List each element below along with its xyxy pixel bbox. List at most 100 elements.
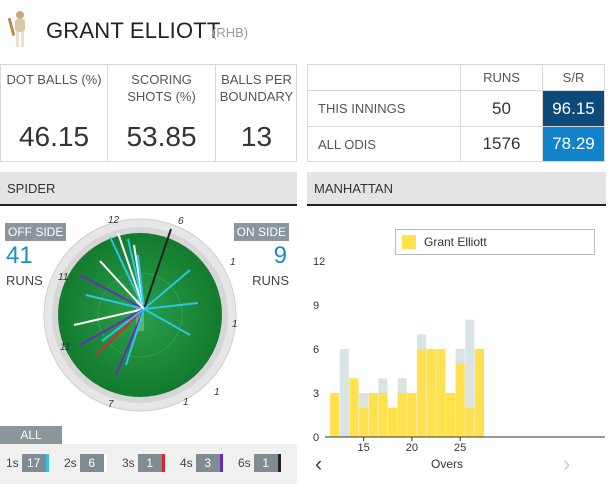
bar-grant-elliott (397, 393, 407, 437)
shot-6s (143, 228, 172, 310)
y-tick-label: 12 (313, 256, 325, 268)
filter-6s[interactable]: 6s 1 (238, 454, 281, 472)
chart-legend: Grant Elliott (395, 229, 595, 255)
filter-label: 6s (238, 456, 251, 470)
x-tick-label: 15 (357, 442, 369, 453)
table-row: THIS INNINGS 50 96.15 (308, 91, 604, 127)
pitch (136, 299, 144, 331)
bar-grant-elliott (378, 393, 388, 437)
stat-value: 46.15 (18, 121, 90, 152)
shot-2s (73, 308, 145, 326)
batsman-icon (8, 11, 25, 47)
shot-2s (99, 260, 145, 310)
filter-1s[interactable]: 1s 17 (6, 454, 49, 472)
shot-1s (101, 308, 145, 342)
clock-label: 12 (108, 215, 120, 226)
bar-secondary (465, 319, 475, 437)
shot-1s (143, 308, 191, 336)
all-shots-button[interactable]: ALL (0, 426, 62, 444)
stat-balls-per-boundary: BALLS PER BOUNDARY 13 (216, 65, 297, 161)
x-axis-label: Overs (431, 457, 464, 471)
y-tick-label: 3 (313, 388, 319, 400)
x-tick-label: 25 (454, 442, 466, 453)
y-tick-label: 6 (313, 344, 319, 356)
shot-1s (109, 236, 145, 310)
runs-sr-table: RUNS S/R THIS INNINGS 50 96.15 ALL ODIS … (307, 64, 605, 162)
bar-grant-elliott (436, 349, 446, 437)
shot-1s (137, 254, 145, 310)
stat-dot-balls: DOT BALLS (%) 46.15 (1, 65, 108, 161)
manhattan-chart: 0 3 6 9 12 15 20 25 (313, 256, 605, 453)
stat-value: 13 (240, 121, 273, 152)
spider-panel-title: SPIDER (0, 172, 297, 206)
bar-grant-elliott (359, 407, 369, 437)
batting-hand: (RHB) (212, 25, 249, 40)
shot-1s (85, 294, 145, 310)
manhattan-panel: Grant Elliott 0 3 6 9 12 15 20 25 ‹ › Overs (307, 205, 610, 483)
off-side-tag: OFF SIDE (5, 223, 67, 241)
table-header-row: RUNS S/R (308, 65, 604, 91)
stat-label: SCORING SHOTS (%) (127, 72, 196, 104)
y-tick-label: 9 (313, 300, 319, 312)
clock-label: 1 (183, 397, 189, 408)
bar-grant-elliott (416, 349, 427, 437)
shot-2s (117, 232, 145, 310)
stat-value: 53.85 (126, 121, 197, 152)
y-tick-label: 0 (313, 432, 319, 444)
clock-label: 1 (232, 319, 238, 330)
on-side-tag: ON SIDE (233, 223, 289, 241)
player-header: GRANT ELLIOTT (RHB) (0, 0, 610, 62)
filter-3s[interactable]: 3s 1 (122, 454, 165, 472)
bar-grant-elliott (465, 407, 475, 437)
previous-arrow-icon[interactable]: ‹ (315, 451, 323, 476)
bar-grant-elliott (330, 393, 340, 437)
bar-grant-elliott (474, 349, 485, 437)
clock-label: 1 (230, 257, 236, 268)
bar-secondary (339, 349, 349, 437)
runs-value: 1576 (460, 127, 542, 161)
runs-column-header: RUNS (460, 65, 542, 90)
bar-grant-elliott (407, 393, 417, 437)
shot-1s (143, 269, 191, 310)
shot-4s (79, 308, 145, 346)
sr-column-header: S/R (542, 65, 604, 90)
next-arrow-icon[interactable]: › (563, 451, 571, 476)
clock-label: 6 (178, 216, 184, 227)
spider-panel: OFF SIDE 41 RUNS ON SIDE 9 RUNS (0, 205, 297, 483)
filter-count: 17 (21, 454, 49, 472)
sr-value: 96.15 (542, 91, 604, 126)
filter-2s[interactable]: 2s 6 (64, 454, 107, 472)
off-side-runs: 41 (6, 242, 33, 269)
filter-label: 4s (180, 456, 193, 470)
clock-label: 11 (58, 272, 68, 283)
filter-label: 3s (122, 456, 135, 470)
on-side-runs-label: RUNS (252, 273, 289, 288)
legend-label: Grant Elliott (424, 235, 487, 249)
on-side-runs: 9 (273, 242, 287, 269)
bar-grant-elliott (368, 393, 378, 437)
stat-scoring-shots: SCORING SHOTS (%) 53.85 (108, 65, 216, 161)
clock-label: 1 (214, 387, 220, 398)
row-label: THIS INNINGS (318, 101, 406, 116)
shot-filter-bar: 1s 17 2s 6 3s 1 4s 3 6s 1 (0, 444, 297, 484)
runs-value: 50 (460, 91, 542, 126)
shot-1s (143, 302, 199, 310)
bar-grant-elliott (455, 363, 465, 437)
filter-label: 2s (64, 456, 77, 470)
spider-chart: 12 6 1 1 1 1 7 11 11 (43, 215, 238, 412)
off-side-runs-label: RUNS (6, 273, 43, 288)
legend-swatch (402, 235, 416, 249)
row-label: ALL ODIS (318, 136, 377, 152)
filter-label: 1s (6, 456, 19, 470)
bar-grant-elliott (388, 407, 398, 437)
bar-grant-elliott (426, 349, 436, 437)
filter-4s[interactable]: 4s 3 (180, 454, 223, 472)
shot-4s (115, 308, 145, 376)
shot-4s (79, 274, 145, 310)
clock-label: 11 (60, 342, 70, 353)
player-name: GRANT ELLIOTT (46, 18, 221, 43)
filter-count: 1 (137, 454, 165, 472)
x-tick-label: 20 (406, 442, 418, 453)
table-row: ALL ODIS 1576 78.29 (308, 127, 604, 161)
sr-value: 78.29 (542, 127, 604, 161)
